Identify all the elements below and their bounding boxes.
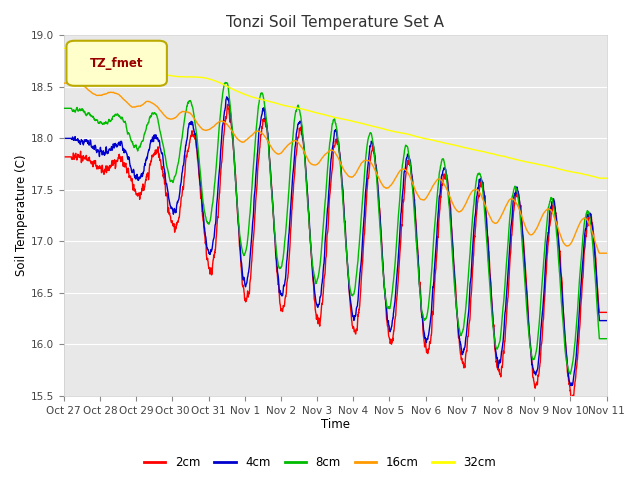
Legend: 2cm, 4cm, 8cm, 16cm, 32cm: 2cm, 4cm, 8cm, 16cm, 32cm (140, 452, 500, 474)
Text: TZ_fmet: TZ_fmet (90, 57, 144, 70)
Y-axis label: Soil Temperature (C): Soil Temperature (C) (15, 155, 28, 276)
FancyBboxPatch shape (67, 41, 167, 86)
Title: Tonzi Soil Temperature Set A: Tonzi Soil Temperature Set A (226, 15, 444, 30)
X-axis label: Time: Time (321, 419, 349, 432)
